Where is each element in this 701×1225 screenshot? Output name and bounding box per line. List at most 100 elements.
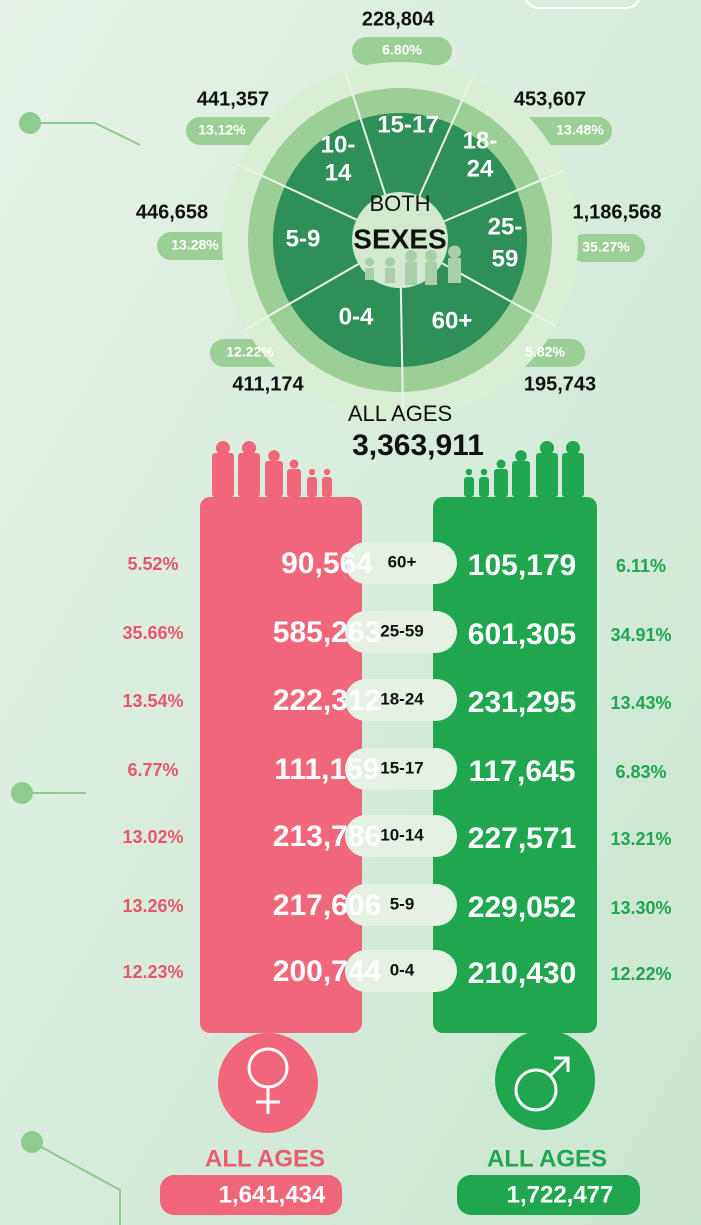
- female-icon: [308, 468, 316, 476]
- segment-label: 14: [325, 159, 352, 186]
- age-pill: [345, 679, 457, 721]
- male-count: 229,052: [468, 891, 576, 924]
- age-label: 0-4: [390, 960, 415, 979]
- female-total-pill: [160, 1175, 342, 1215]
- female-icon: [215, 440, 231, 456]
- segment-count: 411,174: [232, 373, 304, 395]
- people-icon: [425, 250, 437, 262]
- female-icon: [287, 469, 301, 497]
- segment-label: 0-4: [339, 303, 374, 330]
- wheel-center: [352, 192, 448, 288]
- female-count: 200,744: [273, 955, 382, 988]
- female-percent: 13.54%: [122, 691, 183, 711]
- female-total-value: 1,641,434: [219, 1181, 326, 1208]
- female-count: 90,564: [281, 547, 373, 580]
- female-count: 217,606: [273, 889, 381, 922]
- segment-label: 5-9: [286, 225, 321, 252]
- people-icon: [405, 262, 417, 285]
- female-icon: [238, 453, 260, 497]
- segment-count: 441,357: [197, 88, 269, 110]
- wheel-divider: [344, 70, 387, 195]
- female-symbol-bg: [218, 1033, 318, 1133]
- male-percent: 13.43%: [610, 693, 671, 713]
- male-symbol: [548, 1056, 570, 1078]
- people-icon: [365, 257, 374, 267]
- male-icon: [515, 450, 527, 462]
- male-icon: [479, 477, 489, 497]
- people-icon: [448, 245, 461, 259]
- male-count: 105,179: [468, 549, 576, 582]
- male-icon: [496, 459, 506, 469]
- male-count: 227,571: [468, 822, 576, 855]
- female-count: 222,312: [273, 684, 381, 717]
- top-button: [525, 0, 640, 9]
- segment-label: 24: [467, 155, 494, 182]
- age-label: 25-59: [380, 621, 423, 640]
- male-icon: [539, 440, 555, 456]
- age-pill: [345, 611, 457, 653]
- all-ages-label: ALL AGES: [348, 401, 452, 426]
- male-icon: [565, 440, 581, 456]
- percent-pill: [352, 37, 452, 65]
- male-percent: 6.83%: [615, 762, 666, 782]
- segment-percent: 12.22%: [226, 344, 274, 360]
- male-percent: 12.22%: [610, 964, 671, 984]
- wheel-divider: [418, 76, 474, 197]
- segment-label: 25-: [488, 213, 523, 240]
- male-percent: 13.30%: [610, 898, 671, 918]
- segment-count: 1,186,568: [573, 201, 662, 223]
- female-icon: [241, 440, 257, 456]
- female-icon: [212, 453, 234, 497]
- female-percent: 6.77%: [127, 760, 178, 780]
- segment-percent: 13.12%: [198, 122, 246, 138]
- people-icon: [385, 268, 395, 283]
- male-icon: [494, 469, 508, 497]
- all-ages-total: 3,363,911: [352, 429, 484, 462]
- segment-count: 195,743: [524, 373, 596, 395]
- male-symbol-bg: [495, 1030, 595, 1130]
- people-icon: [385, 257, 395, 267]
- female-percent: 5.52%: [127, 554, 178, 574]
- male-total-pill: [457, 1175, 640, 1215]
- segment-percent: 35.27%: [582, 239, 630, 255]
- age-pill: [345, 542, 457, 584]
- segment-count: 446,658: [136, 201, 208, 223]
- male-icon: [536, 453, 558, 497]
- female-percent: 35.66%: [122, 623, 183, 643]
- people-icon: [405, 250, 417, 262]
- male-total-value: 1,722,477: [507, 1181, 614, 1208]
- age-label: 60+: [388, 552, 417, 571]
- wheel-center-bottom: SEXES: [353, 223, 446, 254]
- female-icon: [322, 477, 332, 497]
- female-count: 111,159: [274, 753, 379, 786]
- male-percent: 13.21%: [610, 829, 671, 849]
- wheel-center-top: BOTH: [369, 191, 430, 216]
- segment-percent: 13.48%: [556, 122, 604, 138]
- age-label: 5-9: [390, 894, 415, 913]
- wheel-divider: [245, 263, 359, 330]
- segment-count: 453,607: [514, 88, 586, 110]
- segment-label: 15-17: [377, 111, 438, 138]
- female-icon: [268, 450, 280, 462]
- wheel-divider: [399, 287, 405, 418]
- male-icon: [562, 453, 584, 497]
- segment-percent: 6.80%: [382, 42, 422, 58]
- female-percent: 12.23%: [122, 962, 183, 982]
- female-bar: [200, 497, 362, 1033]
- female-icon: [323, 468, 331, 476]
- male-percent: 34.91%: [610, 625, 671, 645]
- male-icon: [480, 468, 488, 476]
- male-count: 601,305: [468, 618, 576, 651]
- age-pill: [345, 748, 457, 790]
- female-icon: [307, 477, 317, 497]
- segment-label: 10-: [321, 131, 356, 158]
- segment-label: 60+: [432, 307, 473, 334]
- segment-percent: 5.82%: [525, 344, 565, 360]
- male-count: 231,295: [468, 686, 576, 719]
- female-symbol: [256, 1087, 280, 1114]
- age-label: 18-24: [380, 689, 424, 708]
- female-total-label: ALL AGES: [205, 1145, 325, 1172]
- age-label: 10-14: [380, 825, 424, 844]
- segment-label: 18-: [463, 127, 498, 154]
